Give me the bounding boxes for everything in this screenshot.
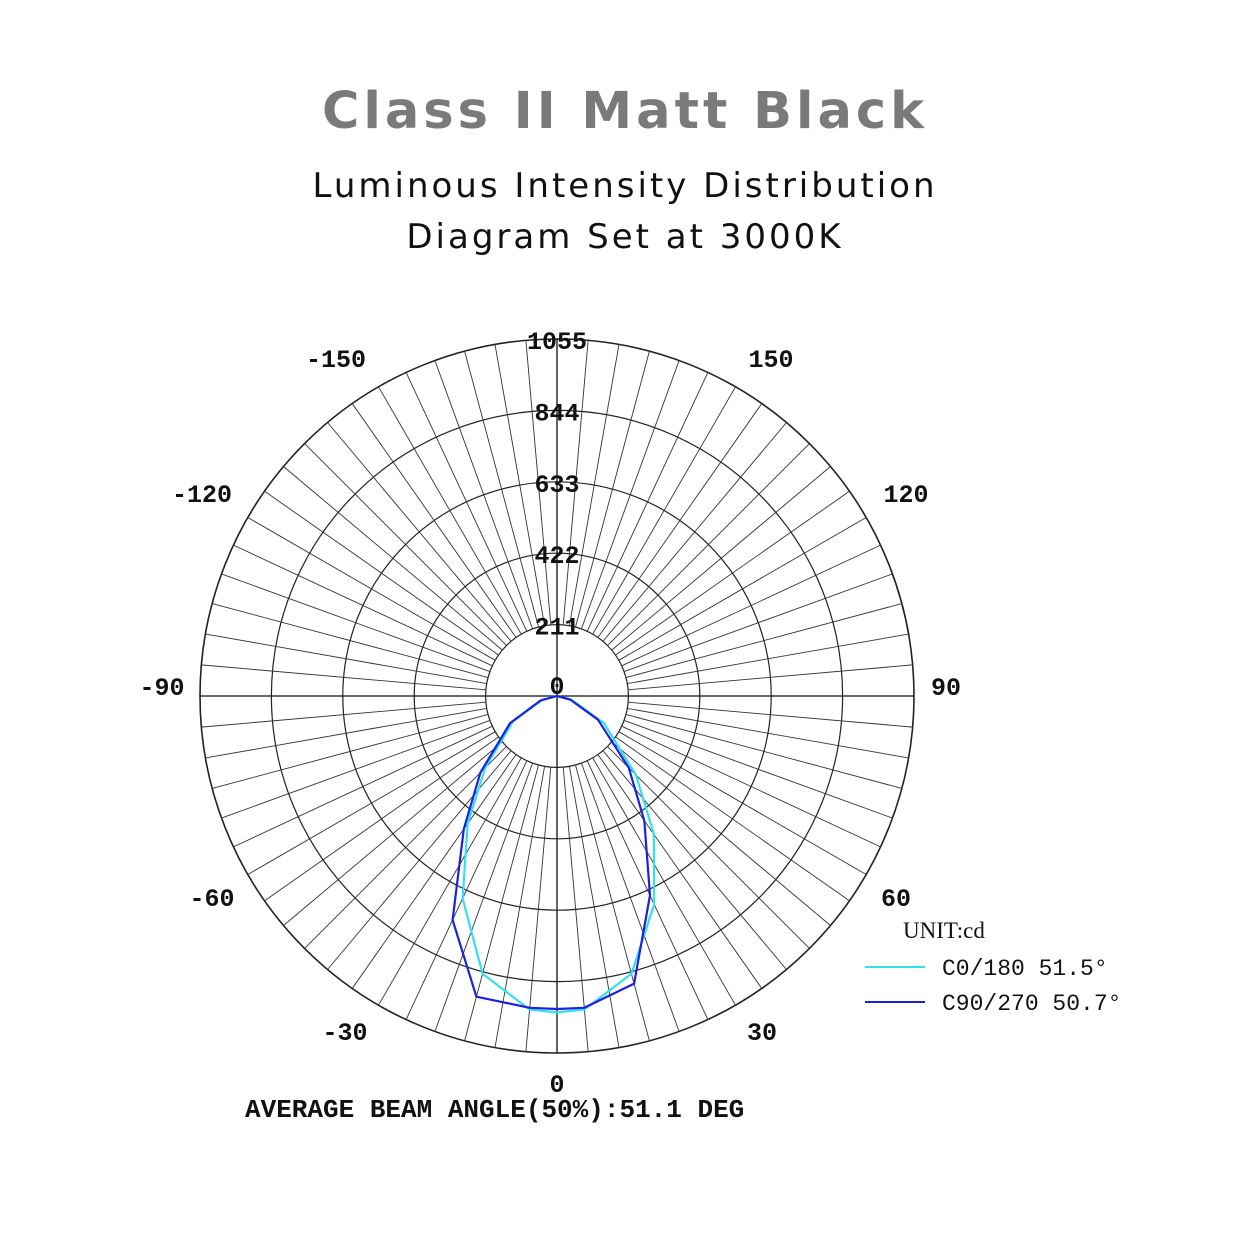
grid-spoke — [464, 351, 539, 628]
grid-spoke — [568, 766, 620, 1048]
grid-spoke — [351, 754, 517, 989]
grid-spoke — [627, 707, 909, 759]
grid-spoke — [607, 443, 810, 646]
grid-spoke — [575, 764, 650, 1041]
grid-spoke — [586, 760, 709, 1020]
grid-spoke — [628, 664, 913, 691]
grid-spoke — [434, 762, 534, 1032]
angle-label: -30 — [322, 1019, 367, 1048]
grid-spoke — [618, 517, 867, 661]
grid-spoke — [623, 719, 893, 819]
grid-spoke — [283, 741, 503, 926]
angle-label: -150 — [306, 346, 366, 375]
chart-subtitle-line1: Luminous Intensity Distribution — [312, 166, 938, 206]
series-line-c90-270 — [451, 694, 652, 1011]
grid-spoke — [205, 707, 487, 759]
radial-tick-label: 422 — [534, 542, 579, 571]
grid-spoke — [611, 741, 831, 926]
grid-spoke — [575, 351, 650, 628]
grid-spoke — [283, 466, 503, 651]
grid-spoke — [233, 544, 493, 667]
grid-spoke — [304, 443, 507, 646]
grid-spoke — [201, 701, 486, 728]
grid-spoke — [264, 736, 499, 902]
grid-spoke — [586, 372, 709, 632]
grid-spoke — [304, 746, 507, 949]
grid-spoke — [434, 360, 534, 630]
grid-spoke — [562, 767, 589, 1052]
grid-spoke — [592, 386, 736, 635]
radial-tick-label: 211 — [534, 614, 579, 643]
grid-spoke — [618, 731, 867, 875]
legend-label: C0/180 51.5° — [942, 956, 1108, 982]
grid-spoke — [592, 757, 736, 1006]
grid-spoke — [580, 360, 680, 630]
grid-spoke — [494, 344, 546, 626]
radial-tick-label: 633 — [534, 471, 579, 500]
angle-label: 30 — [747, 1019, 777, 1048]
grid-spoke — [621, 544, 881, 667]
grid-spoke — [247, 731, 496, 875]
grid-spoke — [628, 701, 913, 728]
angle-label: -60 — [189, 885, 234, 914]
grid-spoke — [621, 725, 881, 848]
grid-spoke — [597, 754, 763, 989]
grid-spoke — [351, 403, 517, 638]
grid-spoke — [625, 603, 902, 678]
grid-spoke — [205, 633, 487, 685]
beam-angle-footer: AVERAGE BEAM ANGLE(50%):51.1 DEG — [245, 1095, 744, 1125]
grid-spoke — [221, 573, 491, 673]
grid-spoke — [212, 714, 489, 789]
grid-spoke — [525, 767, 552, 1052]
grid-spoke — [615, 736, 850, 902]
grid-spoke — [602, 422, 787, 642]
grid-spoke — [568, 344, 620, 626]
grid-spoke — [233, 725, 493, 848]
grid-spoke — [405, 760, 528, 1020]
grid-spoke — [494, 766, 546, 1048]
chart-subtitle-line2: Diagram Set at 3000K — [406, 217, 844, 257]
grid-spoke — [327, 422, 512, 642]
grid-spoke — [405, 372, 528, 632]
radial-tick-label: 1055 — [527, 328, 587, 357]
grid-spoke — [525, 340, 552, 625]
grid-spoke — [562, 340, 589, 625]
grid-spoke — [627, 633, 909, 685]
grid-spoke — [247, 517, 496, 661]
grid-spoke — [580, 762, 680, 1032]
angle-label: 60 — [881, 885, 911, 914]
grid-spoke — [378, 386, 522, 635]
grid-spoke — [327, 750, 512, 970]
grid-spoke — [615, 490, 850, 656]
angle-label: -120 — [172, 481, 232, 510]
grid-spoke — [611, 466, 831, 651]
unit-label: UNIT:cd — [903, 918, 985, 943]
grid-spoke — [201, 664, 486, 691]
grid-spoke — [221, 719, 491, 819]
grid-spoke — [597, 403, 763, 638]
angle-label: -90 — [139, 674, 184, 703]
grid-spoke — [212, 603, 489, 678]
grid-spoke — [625, 714, 902, 789]
grid-spoke — [607, 746, 810, 949]
radial-tick-label: 844 — [534, 399, 579, 428]
angle-label: 120 — [883, 481, 928, 510]
chart-title: Class II Matt Black — [321, 82, 929, 141]
grid-spoke — [602, 750, 787, 970]
angle-label: 150 — [748, 346, 793, 375]
angle-label: 90 — [931, 674, 961, 703]
grid-spoke — [464, 764, 539, 1041]
angle-label: 0 — [549, 1071, 564, 1100]
grid-spoke — [378, 757, 522, 1006]
grid-spoke — [623, 573, 893, 673]
legend-label: C90/270 50.7° — [942, 991, 1121, 1017]
series-line-c0-180 — [461, 694, 656, 1014]
grid-spoke — [264, 490, 499, 656]
radial-tick-label: 0 — [549, 673, 564, 702]
